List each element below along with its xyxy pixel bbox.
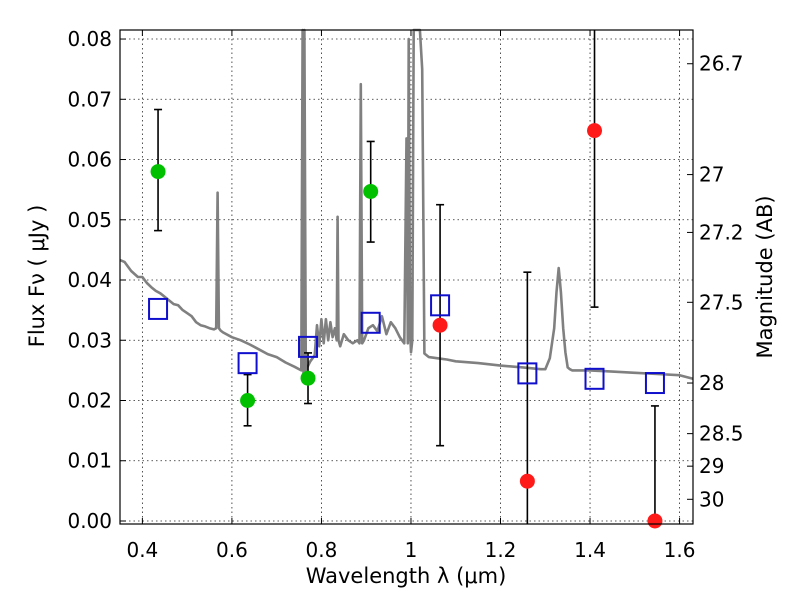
observed-flux-point [432,317,448,333]
y-axis-label: Flux Fν ( μJy ) [25,205,49,348]
y-tick-label: 0.06 [67,148,112,172]
observed-flux-point [300,370,316,386]
model-spectrum-line [119,28,694,381]
x-tick-label: 1.2 [485,538,517,562]
model-photometry-square [430,294,451,317]
model-spectrum-layer [119,28,694,381]
x-axis-label: Wavelength λ (μm) [306,564,507,588]
y2-tick-label: 30 [699,487,724,511]
plot-frame [119,29,694,525]
observed-flux-point [150,164,166,180]
y2-tick-label: 27.5 [699,290,744,314]
y2-tick-label: 26.7 [699,52,744,76]
model-photometry-square [298,335,319,358]
model-photometry-square [644,372,665,395]
tick-marks [120,30,693,524]
y-tick-label: 0.08 [67,27,112,51]
y-tick-label: 0.07 [67,87,112,111]
x-tick-label: 1.6 [664,538,696,562]
x-tick-label: 1 [405,538,418,562]
observed-flux-point [587,123,603,139]
model-photometry-square [360,311,381,334]
observed-flux-point [647,513,663,529]
y2-tick-label: 28 [699,371,724,395]
y2-tick-label: 28.5 [699,422,744,446]
y-tick-label: 0.05 [67,208,112,232]
observed-flux-point [363,183,379,199]
observed-flux-point [519,473,535,489]
y2-axis-label: Magnitude (AB) [753,195,777,358]
y-tick-label: 0.01 [67,449,112,473]
observed-flux-point [240,393,256,408]
y2-tick-label: 27.2 [699,220,744,244]
model-photometry-square [237,352,258,375]
x-tick-label: 0.6 [216,538,248,562]
model-photometry-square [584,367,605,390]
y-tick-label: 0.04 [67,268,112,292]
model-photometry-square [148,297,169,320]
model-photometry-square [517,362,538,385]
y-tick-label: 0.00 [67,509,112,533]
y-tick-label: 0.02 [67,389,112,413]
tick-labels: 0.4 0.6 0.8 1 1.2 1.4 1.6 0.00 0.01 0.02 0.03 0.04 0… [67,27,743,562]
y-tick-label: 0.03 [67,328,112,352]
photometry-points-layer [148,30,665,529]
x-tick-label: 0.8 [306,538,338,562]
y2-tick-label: 27 [699,163,724,187]
x-tick-label: 0.4 [126,538,158,562]
y2-tick-label: 29 [699,454,724,478]
x-tick-label: 1.4 [574,538,606,562]
